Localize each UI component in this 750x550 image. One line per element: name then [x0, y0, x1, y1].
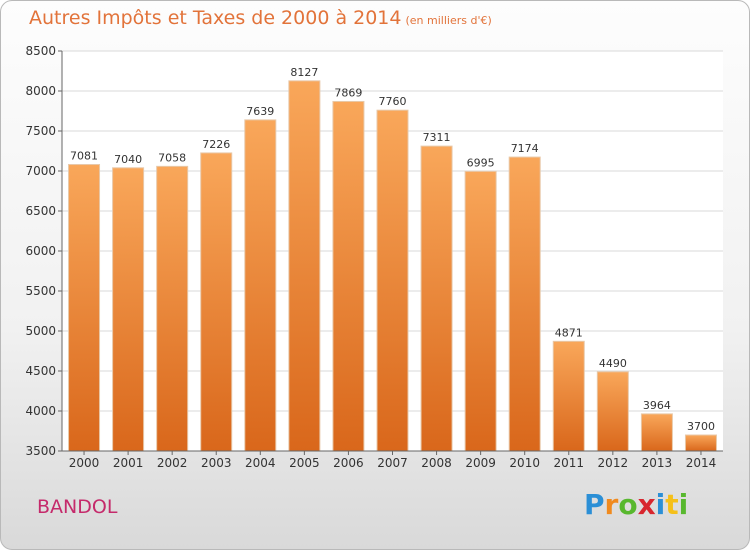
x-tick-label: 2013: [642, 456, 673, 470]
data-label: 7869: [334, 86, 362, 99]
logo-letter: r: [604, 488, 619, 521]
bar: [376, 109, 409, 452]
data-label: 7760: [379, 95, 407, 108]
y-tick-label: 3500: [25, 444, 56, 458]
y-tick-label: 8000: [25, 84, 56, 98]
axes-group: 3500 4000 4500 5000 5500 6000 6500 7000 7500 8000…: [25, 44, 723, 470]
y-tick-label: 4000: [25, 404, 56, 418]
x-tick-label: 2001: [113, 456, 144, 470]
y-tick-label: 5000: [25, 324, 56, 338]
data-label: 7226: [202, 138, 230, 151]
bar: [684, 434, 717, 452]
data-label: 3700: [687, 420, 715, 433]
logo-letter: o: [618, 488, 638, 521]
data-label: 3964: [643, 399, 671, 412]
data-label: 7174: [511, 142, 539, 155]
bar: [464, 170, 497, 452]
x-tick-label: 2008: [421, 456, 452, 470]
bar: [244, 119, 277, 452]
y-tick-label: 7500: [25, 124, 56, 138]
data-labels-group: 7081 7040 7058 7226 7639 8127 7869 7760 7311 6995…: [70, 66, 715, 433]
bar: [288, 80, 321, 452]
data-label: 7081: [70, 150, 98, 163]
y-tick-label: 6000: [25, 244, 56, 258]
x-tick-label: 2011: [553, 456, 584, 470]
y-tick-label: 8500: [25, 44, 56, 58]
chart-title-text: Autres Impôts et Taxes de 2000 à 2014: [29, 7, 402, 29]
bar: [156, 165, 189, 452]
chart-title: Autres Impôts et Taxes de 2000 à 2014 (en…: [29, 7, 492, 29]
x-tick-label: 2014: [686, 456, 717, 470]
x-tick-label: 2010: [509, 456, 540, 470]
y-tick-label: 4500: [25, 364, 56, 378]
logo-letter: P: [584, 488, 605, 521]
bar: [200, 152, 233, 452]
bar: [552, 340, 585, 452]
logo-letter: x: [637, 488, 656, 521]
data-label: 6995: [467, 156, 495, 169]
logo-letter: t: [665, 488, 679, 521]
data-label: 7040: [114, 153, 142, 166]
bar: [508, 156, 541, 452]
bar: [68, 164, 101, 452]
bar: [420, 145, 453, 452]
logo-letter: i: [678, 488, 689, 521]
chart-unit-subtitle: (en milliers d'€): [405, 14, 492, 27]
x-tick-label: 2009: [465, 456, 496, 470]
x-tick-label: 2006: [333, 456, 364, 470]
data-label: 4490: [599, 357, 627, 370]
data-label: 7311: [423, 131, 451, 144]
bar: [332, 100, 365, 452]
data-label: 7058: [158, 151, 186, 164]
data-label: 8127: [290, 66, 318, 79]
x-tick-label: 2000: [69, 456, 100, 470]
x-tick-label: 2012: [598, 456, 629, 470]
bar: [596, 371, 629, 452]
x-tick-label: 2003: [201, 456, 232, 470]
bar: [640, 413, 673, 452]
proxiti-logo: Proxiti: [584, 488, 688, 521]
x-tick-label: 2004: [245, 456, 276, 470]
logo-letter: i: [655, 488, 666, 521]
x-tick-label: 2002: [157, 456, 188, 470]
data-label: 4871: [555, 326, 583, 339]
bar: [112, 167, 145, 452]
x-tick-label: 2007: [377, 456, 408, 470]
data-label: 7639: [246, 105, 274, 118]
y-tick-label: 5500: [25, 284, 56, 298]
bars-group: [68, 80, 717, 452]
y-tick-label: 7000: [25, 164, 56, 178]
y-tick-label: 6500: [25, 204, 56, 218]
commune-name: BANDOL: [37, 496, 118, 518]
x-tick-label: 2005: [289, 456, 320, 470]
